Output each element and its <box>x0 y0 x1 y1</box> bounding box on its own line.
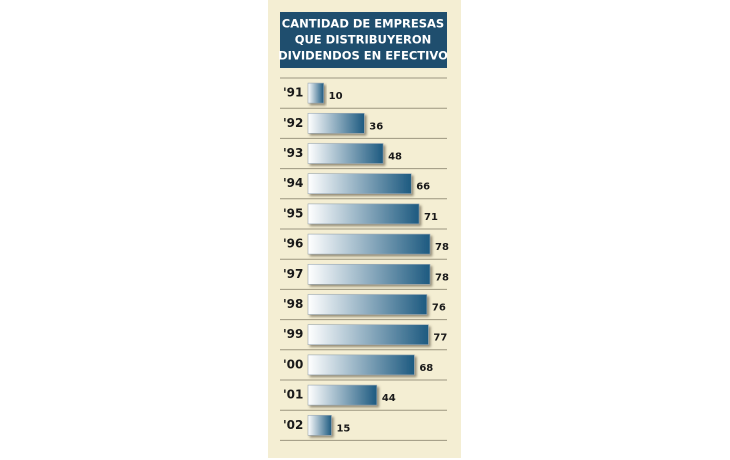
bar <box>307 233 431 255</box>
value-label: 76 <box>432 303 446 314</box>
y-tick-label: '92 <box>283 116 303 130</box>
value-label: 15 <box>336 423 350 434</box>
y-tick-label: '02 <box>283 418 303 432</box>
value-label: 36 <box>369 121 383 132</box>
y-tick-label: '95 <box>283 206 303 220</box>
bar <box>307 173 412 194</box>
chart-title: QUE DISTRIBUYERON <box>295 33 432 47</box>
value-label: 78 <box>435 242 449 253</box>
value-label: 10 <box>329 91 343 102</box>
bar <box>307 294 428 315</box>
bar <box>307 384 378 406</box>
value-label: 66 <box>416 182 430 193</box>
y-tick-label: '00 <box>283 357 303 371</box>
y-tick-label: '91 <box>283 86 303 100</box>
y-tick-label: '94 <box>283 176 303 190</box>
y-tick-label: '93 <box>283 146 303 160</box>
y-tick-label: '98 <box>283 297 303 311</box>
value-label: 48 <box>388 152 402 163</box>
bar <box>307 263 431 285</box>
chart-title: CANTIDAD DE EMPRESAS <box>282 17 444 31</box>
value-label: 78 <box>435 272 449 283</box>
bar <box>307 203 420 225</box>
y-tick-label: '96 <box>283 237 303 251</box>
bar <box>307 113 365 134</box>
y-tick-label: '01 <box>283 388 303 402</box>
y-tick-label: '97 <box>283 267 303 281</box>
chart-title: DIVIDENDOS EN EFECTIVO <box>278 49 448 63</box>
bar <box>307 354 415 376</box>
value-label: 77 <box>433 333 447 344</box>
bar <box>307 143 384 164</box>
value-label: 44 <box>382 393 396 404</box>
bar <box>307 324 429 346</box>
title-box <box>280 12 447 68</box>
bar <box>307 82 324 104</box>
y-tick-label: '99 <box>283 327 303 341</box>
bar <box>307 414 332 436</box>
value-label: 68 <box>419 363 433 374</box>
value-label: 71 <box>424 212 438 223</box>
